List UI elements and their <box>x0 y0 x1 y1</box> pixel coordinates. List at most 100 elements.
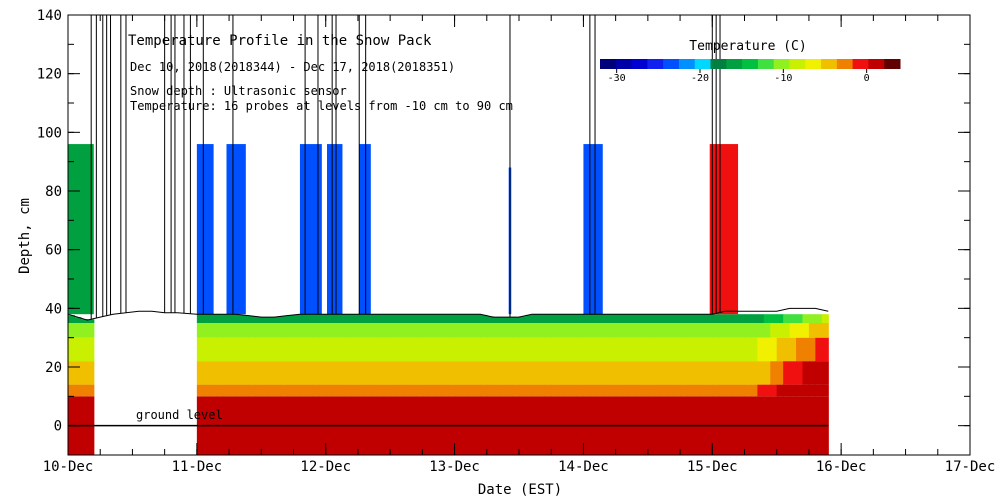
heatmap-cell <box>467 361 475 385</box>
heatmap-cell <box>551 337 559 362</box>
heatmap-cell <box>338 323 346 338</box>
colorbar-swatch <box>600 59 617 69</box>
heatmap-cell <box>783 384 791 397</box>
heatmap-cell <box>615 337 623 362</box>
heatmap-cell <box>454 314 462 323</box>
heatmap-cell <box>551 384 559 397</box>
heatmap-cell <box>312 323 320 338</box>
heatmap-cell <box>551 361 559 385</box>
heatmap-cell <box>712 361 720 385</box>
heatmap-cell <box>634 384 643 397</box>
heatmap-cell <box>654 384 662 397</box>
heatmap-cell <box>821 384 829 397</box>
colorbar-swatch <box>836 59 854 69</box>
heatmap-cell <box>802 337 810 362</box>
heatmap-cell <box>544 361 552 385</box>
heatmap-cell <box>692 361 700 385</box>
heatmap-cell <box>229 361 237 385</box>
heatmap-cell <box>332 323 340 338</box>
heatmap-cell <box>319 314 327 323</box>
heatmap-cell <box>589 323 597 338</box>
heatmap-cell <box>299 384 307 397</box>
heatmap-cell <box>589 314 597 323</box>
x-tick-label: 12-Dec <box>300 459 351 475</box>
heatmap-cell <box>525 361 533 385</box>
y-tick-label: 140 <box>37 8 62 24</box>
heatmap-cell <box>705 337 713 362</box>
heatmap-cell <box>602 361 610 385</box>
heatmap-cell <box>287 323 295 338</box>
colorbar-swatch <box>710 59 727 69</box>
heatmap-cell <box>235 384 243 397</box>
heatmap-cell <box>196 337 204 362</box>
heatmap-cell <box>538 323 546 338</box>
heatmap-cell <box>454 361 462 385</box>
heatmap-cell <box>821 361 829 385</box>
heatmap-cell <box>783 361 791 385</box>
heatmap-cell <box>467 337 475 362</box>
heatmap-cell <box>80 337 88 362</box>
heatmap-cell <box>332 361 340 385</box>
heatmap-cell <box>454 323 462 338</box>
heatmap-cell <box>87 361 95 385</box>
heatmap-cell <box>686 314 694 323</box>
heatmap-cell <box>557 337 565 362</box>
heatmap-cell <box>680 337 688 362</box>
heatmap-cell <box>596 323 604 338</box>
heatmap-cell <box>222 384 230 397</box>
heatmap-cell <box>564 361 572 385</box>
heatmap-cell <box>493 323 501 338</box>
heatmap-cell <box>390 361 398 385</box>
heatmap-cell <box>609 361 617 385</box>
heatmap-cell <box>403 361 411 385</box>
heatmap-cell <box>312 314 320 323</box>
heatmap-cell <box>673 323 681 338</box>
heatmap-cell <box>254 361 262 385</box>
heatmap-cell <box>332 384 340 397</box>
colorbar-swatch <box>868 59 885 69</box>
heatmap-cell <box>216 323 224 338</box>
heatmap-cell <box>647 314 655 323</box>
heatmap-cell <box>576 337 585 362</box>
heatmap-cell <box>87 337 95 362</box>
heatmap-cell <box>763 323 771 338</box>
x-tick-label: 15-Dec <box>687 459 738 475</box>
heatmap-cell <box>789 314 797 323</box>
heatmap-cell <box>531 323 539 338</box>
heatmap-cell <box>80 361 88 385</box>
heatmap-cell <box>267 317 275 323</box>
heatmap-cell <box>332 314 340 323</box>
heatmap-cell <box>570 384 578 397</box>
heatmap-cell <box>390 314 398 323</box>
heatmap-cell <box>731 337 739 362</box>
heatmap-cell <box>802 314 810 323</box>
heatmap-cell <box>235 337 243 362</box>
heatmap-cell <box>815 384 823 397</box>
heatmap-cell <box>738 361 746 385</box>
heatmap-cell <box>461 361 469 385</box>
heatmap-cell <box>783 314 791 323</box>
heatmap-cell <box>622 314 630 323</box>
heatmap-cell <box>525 323 533 338</box>
colorbar-swatch <box>663 59 680 69</box>
colorbar-swatch <box>884 59 901 69</box>
heatmap-cell <box>647 337 655 362</box>
heatmap-cell <box>480 337 488 362</box>
heatmap-cell <box>480 384 488 397</box>
heatmap-cell <box>602 384 610 397</box>
snow-depth-line <box>67 307 829 321</box>
heatmap-cell <box>409 384 417 397</box>
heatmap-cell <box>654 361 662 385</box>
heatmap-cell <box>209 384 217 397</box>
heatmap-cell <box>815 323 823 338</box>
heatmap-cell <box>789 323 797 338</box>
heatmap-cell <box>254 337 262 362</box>
heatmap-cell <box>622 323 630 338</box>
heatmap-cell <box>364 361 372 385</box>
heatmap-cell <box>448 337 456 362</box>
heatmap-cell <box>647 323 655 338</box>
heatmap-cell <box>712 314 720 323</box>
heatmap-cell <box>570 337 578 362</box>
heatmap-cell <box>738 314 746 323</box>
heatmap-cell <box>789 337 797 362</box>
